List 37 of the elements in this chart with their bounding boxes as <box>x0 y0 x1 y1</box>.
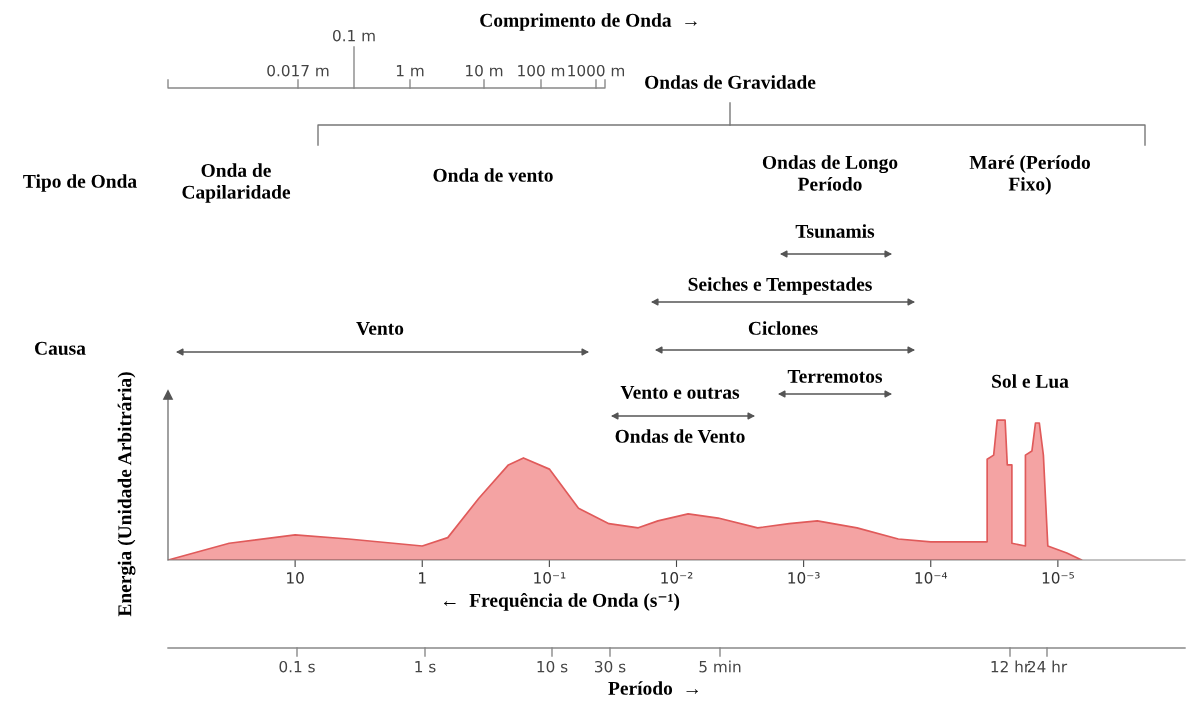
text: 30 s <box>595 660 626 673</box>
text: 0.1 s <box>279 660 315 673</box>
text: Ondas de Longo Período <box>762 155 898 191</box>
text: Terremotos <box>787 369 883 383</box>
x-tick-label: 10⁻⁴ <box>915 572 948 584</box>
text: Comprimento de Onda → <box>480 13 697 31</box>
text: 1 m <box>396 65 424 77</box>
text: 5 min <box>699 660 741 673</box>
text: Tsunamis <box>795 224 875 238</box>
text: Vento e outras <box>620 385 740 399</box>
x-tick-label: 10⁻⁵ <box>1042 572 1074 584</box>
text: Onda de vento <box>433 168 553 182</box>
text: Vento <box>356 321 404 335</box>
text: Ondas de Gravidade <box>645 75 816 89</box>
text: Seiches e Tempestades <box>688 277 872 295</box>
text: 0.1 m <box>332 29 375 42</box>
text: Período → <box>608 681 699 695</box>
x-tick-label: 10 <box>287 572 304 584</box>
annotation: Ondas de Vento <box>615 429 745 443</box>
x-tick-label: 1 <box>419 572 426 584</box>
text: Onda de Capilaridade <box>182 163 291 203</box>
text: Sol e Lua <box>992 374 1069 388</box>
text: 100 m <box>518 64 565 77</box>
x-tick-label: 10⁻¹ <box>534 572 566 584</box>
text: 1 s <box>415 661 436 673</box>
text: 1000 m <box>568 64 625 77</box>
text: Causa <box>35 341 86 355</box>
x-tick-label: 10⁻³ <box>788 572 820 584</box>
x-axis-title: ← Frequência de Onda (s⁻¹) <box>444 593 680 611</box>
text: 0.017 m <box>267 64 329 77</box>
text: 10 s <box>537 660 568 673</box>
y-axis-title: Energia (Unidade Arbitrária) <box>117 372 136 617</box>
text: 10 m <box>466 64 503 77</box>
text: Tipo de Onda <box>23 174 137 192</box>
x-tick-label: 10⁻² <box>661 572 693 584</box>
text: Ciclones <box>748 321 818 335</box>
text: Maré (Período Fixo) <box>969 155 1090 195</box>
